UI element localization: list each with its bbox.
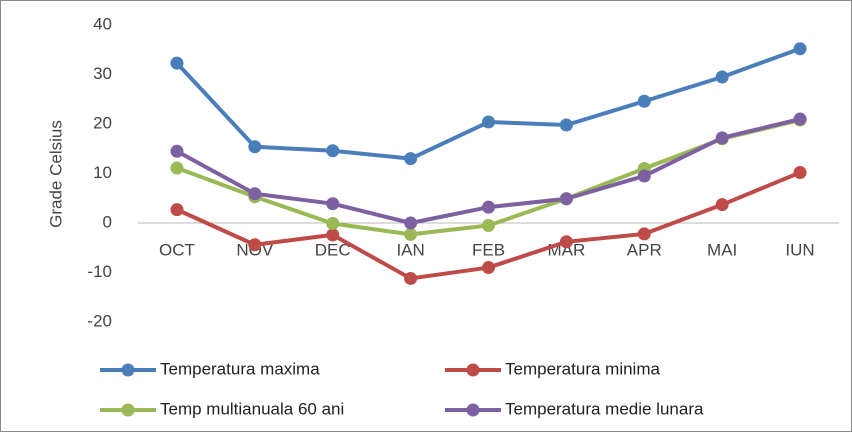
data-point [404, 152, 418, 166]
data-point [326, 216, 340, 230]
data-point [715, 198, 729, 212]
data-point [637, 227, 651, 241]
data-point [482, 200, 495, 214]
x-tick-label: DEC [315, 240, 351, 259]
data-point [170, 144, 184, 158]
legend-marker [466, 403, 480, 417]
legend-label: Temperatura minima [505, 359, 660, 378]
y-axis-label: Grade Celsius [46, 120, 65, 228]
data-point [404, 216, 418, 230]
y-tick-label: 30 [93, 64, 112, 83]
legend-label: Temp multianuala 60 ani [160, 399, 344, 418]
data-point [404, 271, 418, 285]
data-point [326, 228, 340, 242]
data-point [482, 218, 495, 232]
data-point [559, 118, 573, 132]
legend-label: Temperatura medie lunara [505, 399, 704, 418]
data-point [637, 94, 651, 108]
data-point [404, 227, 418, 241]
data-point [170, 203, 184, 217]
data-point [170, 56, 184, 70]
data-point [793, 166, 807, 180]
data-point [715, 70, 729, 84]
data-point [248, 140, 262, 154]
y-tick-label: 0 [103, 212, 112, 231]
legend-marker [121, 363, 135, 377]
data-point [559, 192, 573, 206]
y-tick-label: 40 [93, 14, 112, 33]
x-tick-label: IUN [785, 240, 814, 259]
data-point [482, 115, 495, 129]
legend-marker [121, 403, 135, 417]
x-tick-label: OCT [159, 240, 195, 259]
x-tick-label: MAI [707, 240, 737, 259]
data-point [248, 187, 262, 201]
data-point [715, 131, 729, 145]
data-point [793, 112, 807, 126]
y-tick-label: -20 [87, 311, 112, 330]
data-point [482, 261, 495, 275]
legend-label: Temperatura maxima [160, 359, 320, 378]
y-tick-label: -10 [87, 262, 112, 281]
y-tick-label: 20 [93, 113, 112, 132]
x-tick-label: FEB [472, 240, 505, 259]
x-tick-label: APR [627, 240, 662, 259]
data-point [559, 235, 573, 249]
legend-marker [466, 363, 480, 377]
data-point [793, 42, 807, 56]
data-point [326, 144, 340, 158]
y-tick-label: 10 [93, 163, 112, 182]
data-point [637, 169, 651, 183]
data-point [248, 238, 262, 252]
x-tick-label: IAN [396, 240, 424, 259]
data-point [170, 161, 184, 175]
data-point [326, 197, 340, 211]
